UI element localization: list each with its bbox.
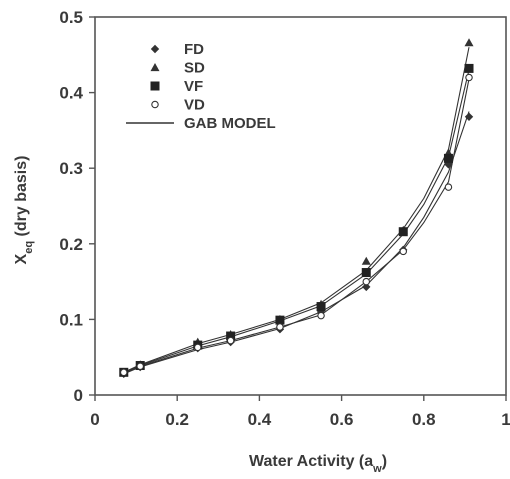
legend-marker-vf [150, 81, 160, 91]
x-tick-label: 0.2 [165, 410, 189, 429]
data-point-sd [361, 256, 371, 265]
legend-marker-sd [150, 63, 160, 72]
legend-label-sd: SD [184, 60, 205, 77]
plot-frame [94, 16, 507, 396]
data-point-vd [194, 343, 202, 352]
data-point-vf [398, 227, 408, 237]
legend-label-fd: FD [184, 41, 204, 58]
data-point-sd [464, 38, 474, 47]
data-point-vd [444, 183, 453, 191]
data-point-vf [361, 268, 371, 278]
x-axis-title-end: ) [382, 453, 387, 470]
x-tick-label: 1 [501, 410, 510, 429]
data-point-vf [443, 153, 453, 163]
y-tick-label: 0 [74, 386, 83, 405]
y-tick-label: 0.4 [59, 84, 83, 103]
y-axis-title: Xeq (dry basis) [13, 156, 35, 265]
x-tick-label: 0.6 [330, 410, 354, 429]
data-point-vd [399, 247, 407, 256]
data-points [119, 38, 474, 379]
data-point-vd [465, 73, 473, 82]
gab-model-curve [123, 47, 470, 373]
data-point-vf [464, 63, 474, 73]
legend-marker-fd [150, 44, 160, 54]
y-axis-title-rest: (dry basis) [13, 156, 30, 241]
y-axis-title-subscript: eq [23, 241, 35, 254]
data-point-vf [316, 302, 326, 312]
data-point-fd [464, 112, 474, 121]
axis-titles: Water Activity (aw) Xeq (dry basis) [13, 156, 387, 475]
x-tick-label: 0.4 [248, 410, 272, 429]
x-axis-title: Water Activity (aw) [249, 453, 387, 474]
model-curves [123, 47, 470, 375]
x-axis-title-subscript: w [372, 463, 382, 474]
legend-label-vd: VD [184, 97, 205, 114]
data-point-vd [317, 311, 325, 320]
legend-label-gab-model: GAB MODEL [184, 115, 276, 132]
data-point-vd [136, 362, 144, 371]
data-point-vf [226, 331, 236, 341]
axes [89, 16, 507, 401]
data-point-fd [362, 282, 371, 292]
y-tick-label: 0.1 [59, 310, 83, 329]
x-tick-label: 0.8 [412, 410, 436, 429]
data-point-vd [362, 277, 371, 286]
legend-marker-vd [151, 100, 159, 109]
data-point-vd [120, 368, 128, 377]
y-tick-label: 0.3 [59, 159, 83, 178]
legend-label-vf: VF [184, 78, 203, 95]
gab-model-curve [123, 69, 470, 373]
x-axis-title-main: Water Activity (a [249, 453, 373, 470]
data-point-vd [226, 336, 235, 345]
x-tick-label: 0 [90, 410, 99, 429]
data-point-vf [275, 315, 285, 325]
data-point-vd [276, 323, 284, 331]
y-axis-title-main: X [13, 253, 30, 264]
y-tick-label: 0.5 [59, 8, 83, 27]
gab-model-curve [123, 111, 470, 375]
y-tick-label: 0.2 [59, 235, 83, 254]
tick-labels: 0 0.2 0.4 0.6 0.8 1 0 0.1 0.2 0.3 0.4 0.5 [59, 8, 510, 429]
